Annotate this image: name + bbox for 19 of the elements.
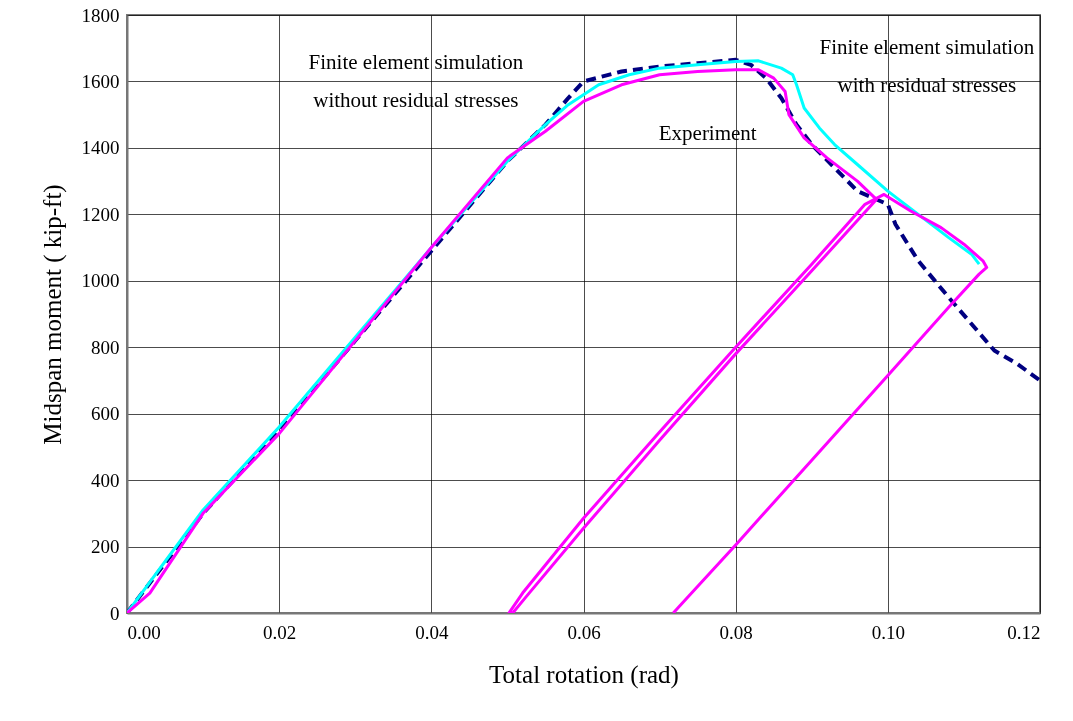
y-tick-label: 1600 bbox=[81, 70, 120, 92]
x-tick-label: 0.12 bbox=[1007, 621, 1041, 643]
x-tick-label: 0.10 bbox=[871, 621, 905, 643]
y-tick-label: 400 bbox=[91, 469, 120, 491]
x-axis-title: Total rotation (rad) bbox=[489, 660, 679, 689]
y-tick-label: 0 bbox=[110, 602, 120, 624]
y-tick-label: 200 bbox=[91, 536, 120, 558]
y-axis-title: Midspan moment ( kip-ft) bbox=[38, 184, 67, 445]
y-tick-label: 800 bbox=[91, 336, 120, 358]
y-tick-label: 1800 bbox=[81, 4, 120, 26]
x-tick-label: 0.04 bbox=[415, 621, 449, 643]
x-tick-label: 0.08 bbox=[719, 621, 753, 643]
x-tick-label: 0.00 bbox=[127, 621, 161, 643]
y-tick-label: 1000 bbox=[81, 270, 120, 292]
x-tick-label: 0.06 bbox=[567, 621, 601, 643]
x-tick-label: 0.02 bbox=[263, 621, 297, 643]
y-tick-label: 600 bbox=[91, 403, 120, 425]
y-tick-label: 1400 bbox=[81, 137, 120, 159]
y-tick-label: 1200 bbox=[81, 203, 120, 225]
